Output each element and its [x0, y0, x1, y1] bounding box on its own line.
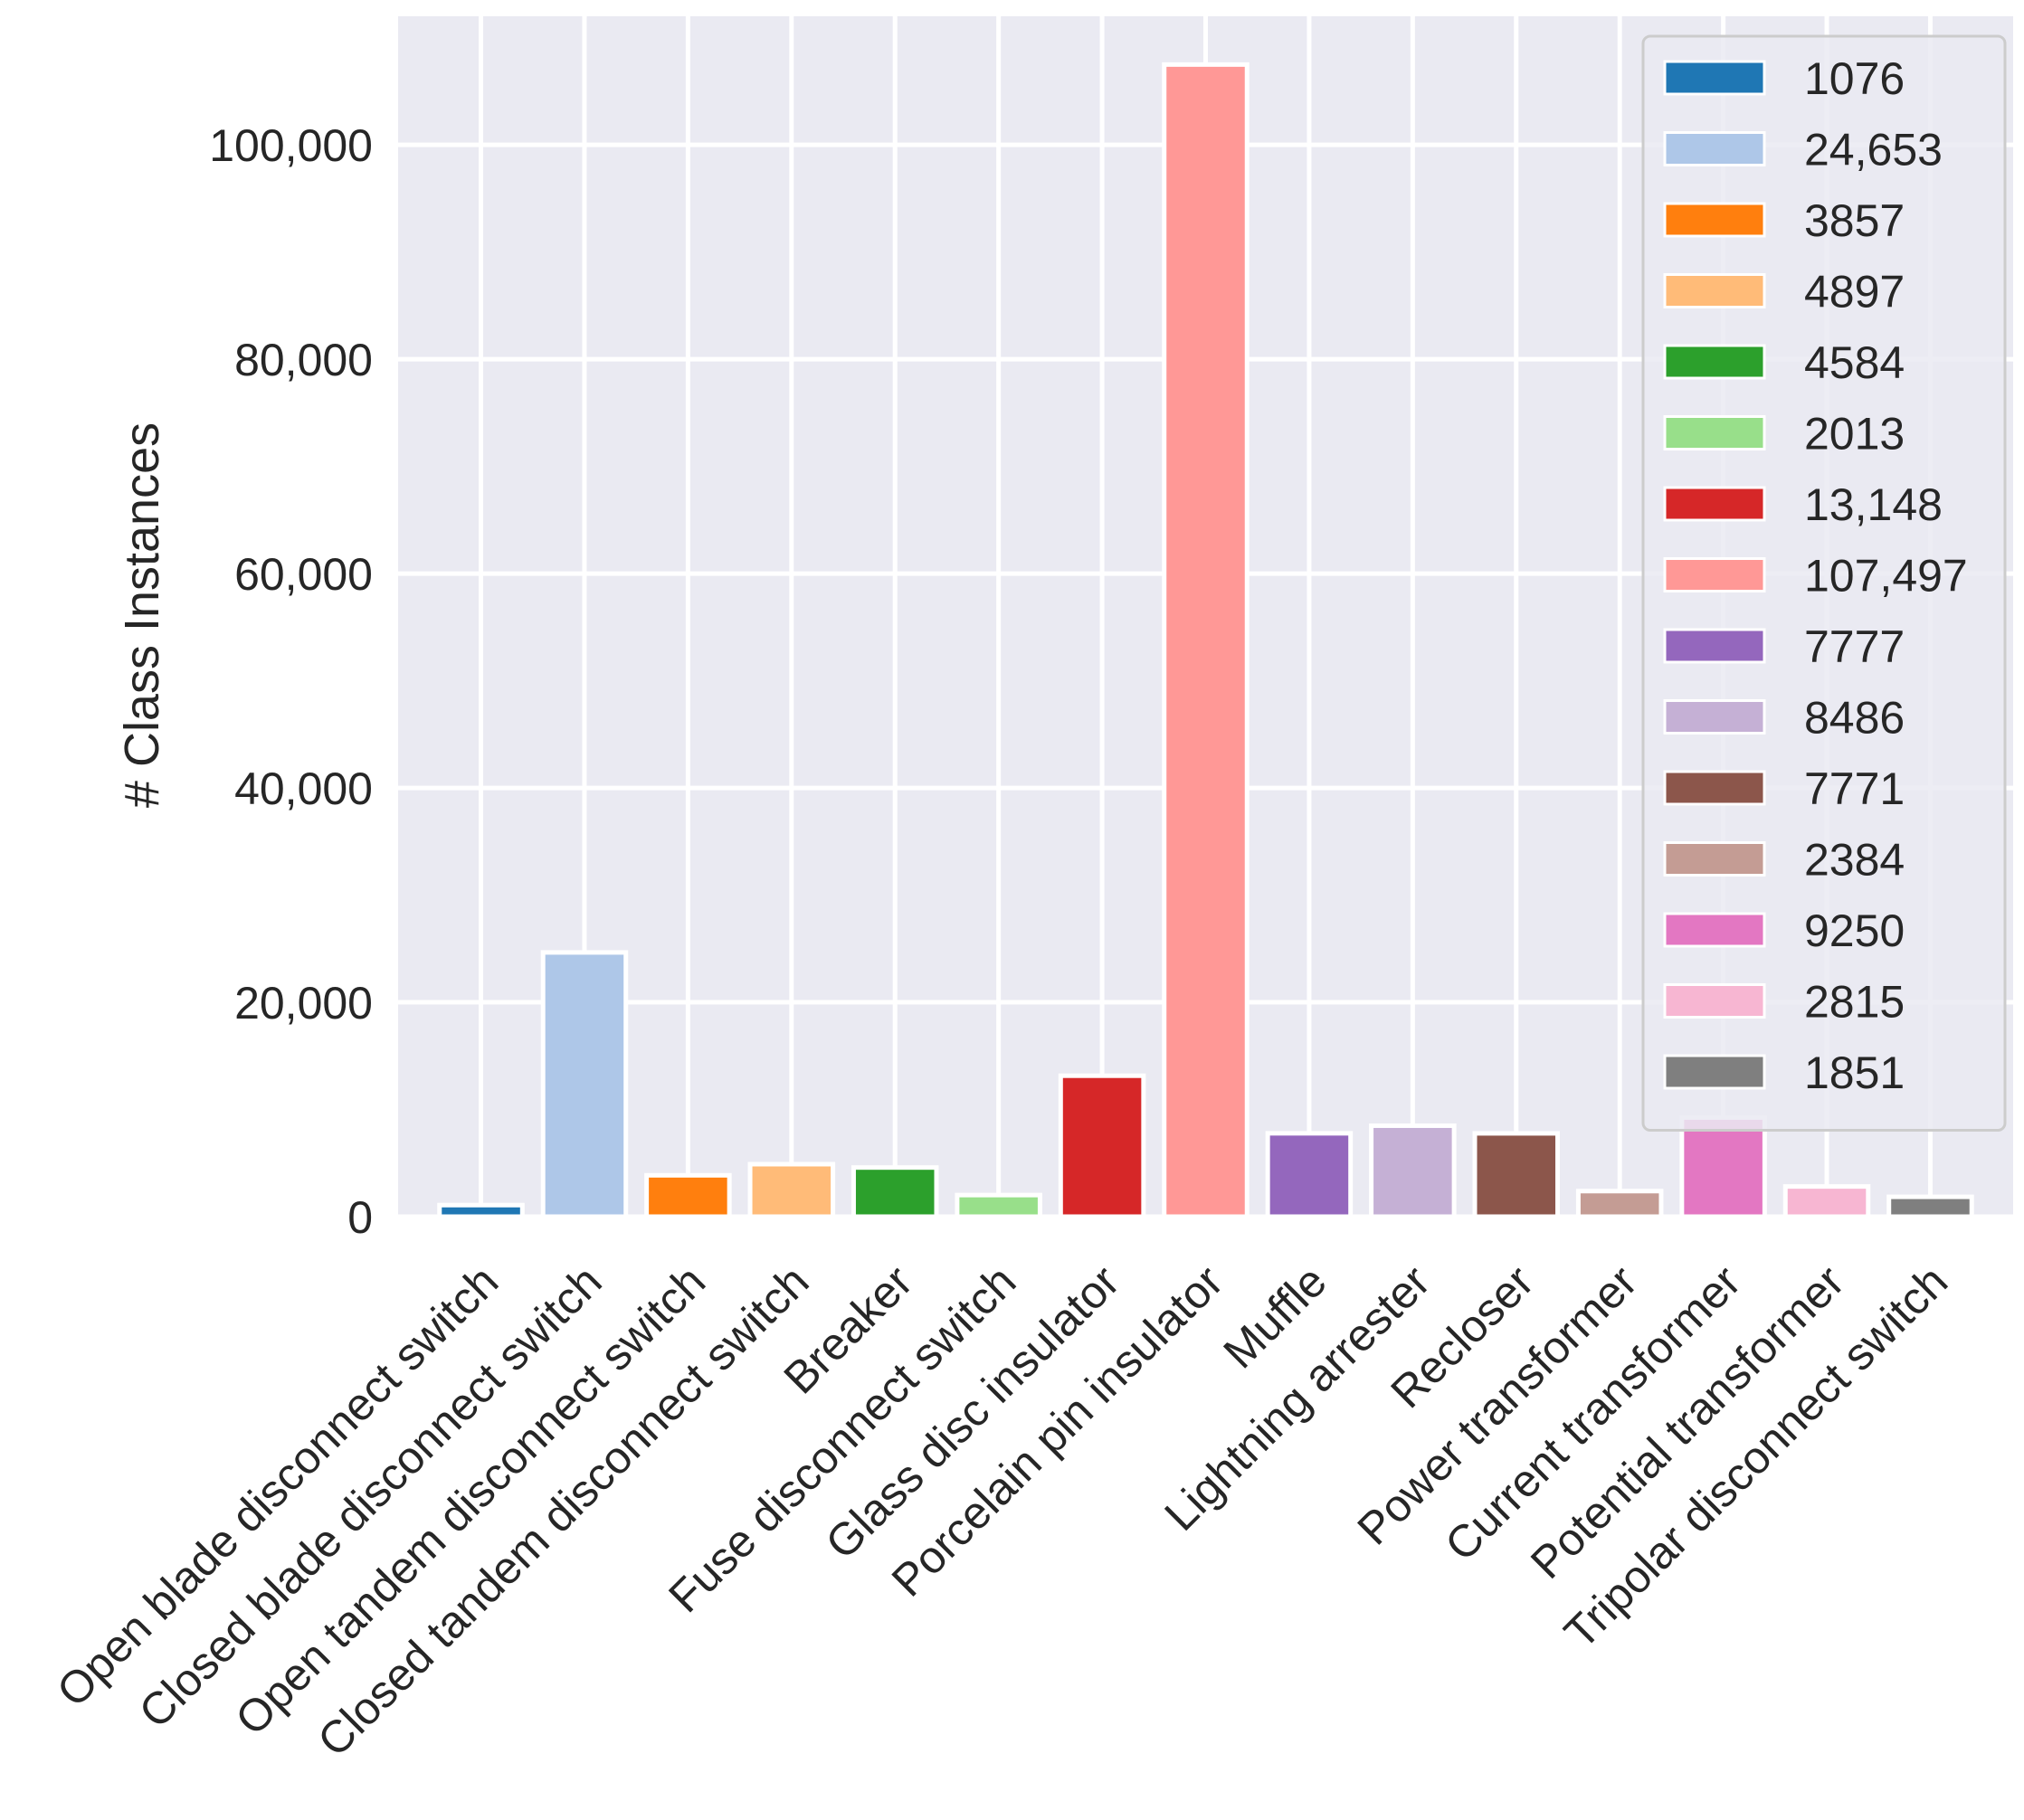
- y-tick-label: 0: [347, 1192, 373, 1243]
- legend-label: 2815: [1804, 977, 1905, 1028]
- legend-label: 8486: [1804, 693, 1905, 744]
- legend-swatch: [1663, 699, 1766, 735]
- legend-label: 4584: [1804, 337, 1905, 388]
- legend-swatch: [1663, 344, 1766, 380]
- bar-5: [850, 1165, 939, 1219]
- legend-swatch: [1663, 202, 1766, 238]
- bar-2: [540, 950, 629, 1219]
- legend-swatch: [1663, 628, 1766, 664]
- legend-swatch: [1663, 912, 1766, 948]
- legend-swatch: [1663, 557, 1766, 592]
- legend-label: 7771: [1804, 763, 1905, 814]
- legend-label: 107,497: [1804, 551, 1968, 602]
- legend-label: 4897: [1804, 267, 1905, 318]
- bar-4: [747, 1161, 836, 1219]
- y-axis-title: # Class Instances: [115, 422, 169, 808]
- y-tick-label: 20,000: [234, 978, 373, 1028]
- bar-3: [644, 1172, 732, 1219]
- bar-11: [1472, 1131, 1561, 1219]
- bar-6: [955, 1192, 1042, 1219]
- bars: [437, 62, 1974, 1219]
- legend-label: 7777: [1804, 621, 1905, 672]
- y-tick-label: 60,000: [234, 549, 373, 600]
- legend-label: 3857: [1804, 195, 1905, 246]
- bar-7: [1058, 1073, 1146, 1219]
- legend-swatch: [1663, 273, 1766, 308]
- bar-13: [1679, 1114, 1767, 1219]
- legend-label: 1851: [1804, 1047, 1905, 1098]
- legend-swatch: [1663, 60, 1766, 96]
- bar-12: [1575, 1189, 1664, 1219]
- legend-swatch: [1663, 1054, 1766, 1090]
- bar-10: [1369, 1123, 1457, 1219]
- legend-label: 1076: [1804, 53, 1905, 104]
- y-tick-label: 40,000: [234, 763, 373, 814]
- legend-label: 9250: [1804, 905, 1905, 956]
- bar-9: [1265, 1131, 1354, 1219]
- bar-8: [1162, 62, 1250, 1219]
- legend-label: 24,653: [1804, 125, 1943, 175]
- y-tick-label: 100,000: [209, 120, 373, 171]
- legend-label: 2013: [1804, 409, 1905, 460]
- legend-swatch: [1663, 131, 1766, 166]
- legend: 1076 24,653 3857 4897 4584 2013 13,148 107,497 7…: [1641, 34, 2007, 1132]
- y-axis-ticks: 0 20,000 40,000 60,000 80,000 100,000: [209, 120, 373, 1243]
- bar-14: [1782, 1184, 1871, 1219]
- bar-1: [437, 1202, 525, 1219]
- legend-swatch: [1663, 415, 1766, 450]
- bar-15: [1886, 1194, 1974, 1219]
- legend-swatch: [1663, 841, 1766, 877]
- legend-swatch: [1663, 770, 1766, 806]
- y-tick-label: 80,000: [234, 335, 373, 385]
- legend-label: 13,148: [1804, 479, 1943, 530]
- legend-label: 2384: [1804, 835, 1905, 886]
- legend-swatch: [1663, 983, 1766, 1019]
- legend-swatch: [1663, 486, 1766, 522]
